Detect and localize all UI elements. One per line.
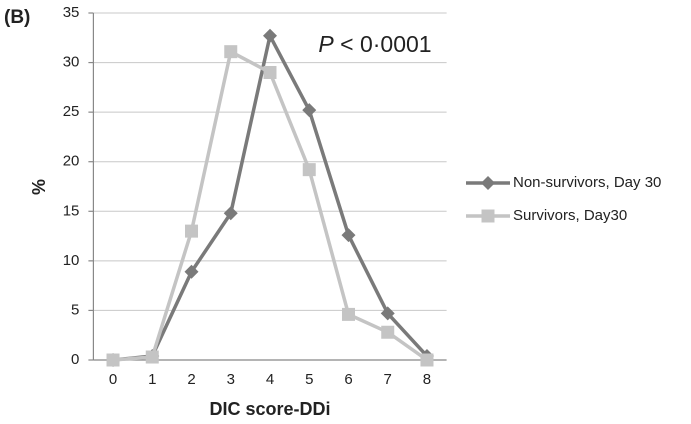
annotation-p: P xyxy=(318,31,334,57)
y-tick-label: 25 xyxy=(63,103,80,120)
y-tick-label: 10 xyxy=(63,252,80,269)
point xyxy=(302,103,317,118)
point xyxy=(420,353,434,367)
x-tick-label: 0 xyxy=(109,371,117,388)
point xyxy=(185,224,199,238)
point xyxy=(341,228,356,243)
x-tick-label: 2 xyxy=(187,371,195,388)
y-tick-label: 30 xyxy=(63,54,80,71)
x-tick-label: 8 xyxy=(423,371,431,388)
x-tick-label: 1 xyxy=(148,371,156,388)
y-tick-label: 20 xyxy=(63,153,80,170)
y-tick-label: 15 xyxy=(63,202,80,219)
x-tick-label: 7 xyxy=(384,371,392,388)
point xyxy=(184,264,199,279)
legend-marker xyxy=(481,209,495,223)
legend-label: Non-survivors, Day 30 xyxy=(513,174,661,191)
y-axis-label: % xyxy=(29,179,49,195)
panel-label: (B) xyxy=(4,7,30,28)
y-tick-label: 35 xyxy=(63,4,80,21)
point xyxy=(380,306,395,321)
point xyxy=(381,325,395,339)
x-tick-label: 4 xyxy=(266,371,274,388)
x-tick-label: 3 xyxy=(227,371,235,388)
point xyxy=(145,350,159,364)
legend-label: Survivors, Day30 xyxy=(513,207,627,224)
x-tick-label: 6 xyxy=(344,371,352,388)
series-line xyxy=(112,34,429,362)
annotation: P < 0·0001 xyxy=(318,31,431,57)
legend-marker xyxy=(481,176,495,190)
point xyxy=(302,163,316,177)
point xyxy=(224,45,238,59)
point xyxy=(263,28,277,43)
x-axis-label: DIC score-DDi xyxy=(209,399,330,419)
annotation-text: < 0·0001 xyxy=(340,31,431,57)
point xyxy=(263,65,277,79)
point xyxy=(106,353,120,367)
series-line xyxy=(112,49,428,362)
point xyxy=(223,206,238,221)
point xyxy=(341,307,355,321)
y-tick-label: 0 xyxy=(71,351,79,368)
y-tick-label: 5 xyxy=(71,301,79,318)
x-tick-label: 5 xyxy=(305,371,313,388)
